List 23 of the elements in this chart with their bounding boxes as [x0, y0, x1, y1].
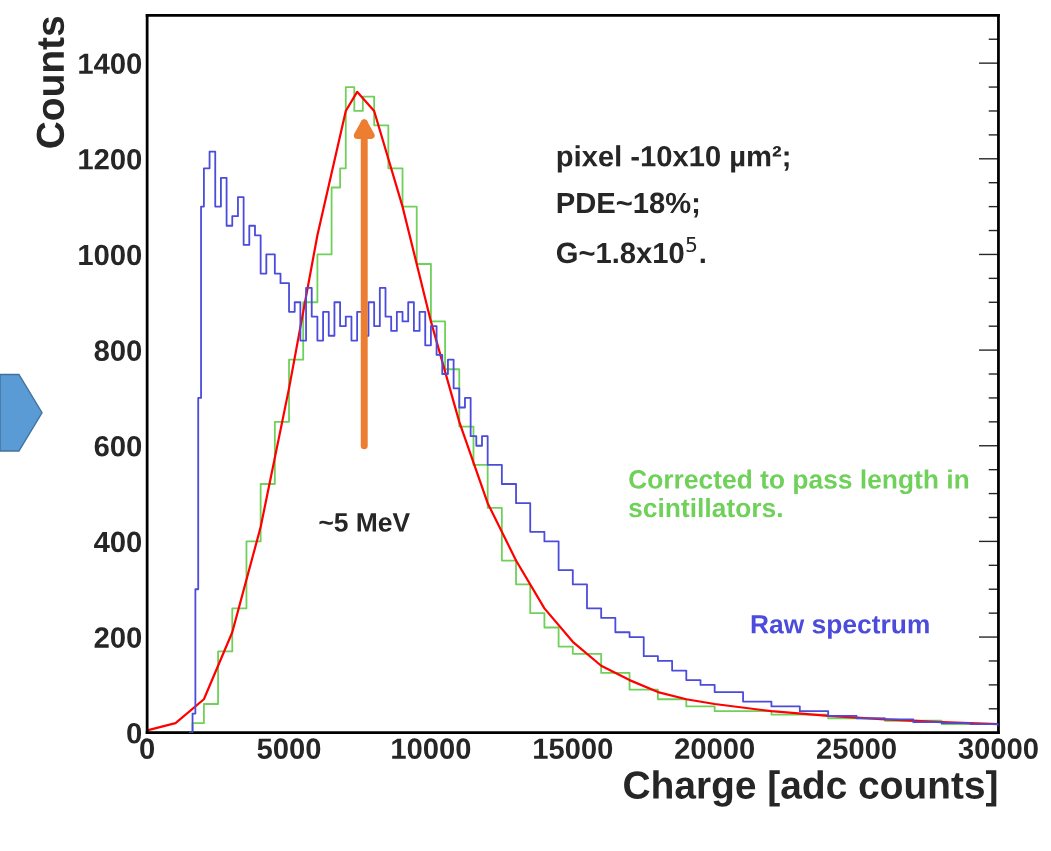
y-axis-title: Counts [36, 16, 65, 148]
annotation: G~1.8x10$^{5}$. [556, 236, 705, 264]
y-tick-label: 400 [94, 531, 142, 553]
annotation: pixel -10x10 µm²; [557, 145, 789, 173]
x-tick-label: 30000 [958, 738, 1038, 760]
annotation: PDE~18%; [557, 192, 699, 218]
x-tick-label: 0 [140, 738, 155, 759]
y-tick-label: 800 [94, 340, 142, 361]
y-tick-label: 200 [94, 627, 142, 648]
y-tick-label: 1400 [79, 53, 142, 74]
text: Raw spectrum [751, 615, 929, 639]
y-tick-label: 1000 [79, 244, 142, 266]
text: Corrected to pass length in scintillators. [629, 469, 969, 518]
annotation: ~5 MeV [319, 513, 410, 532]
x-axis-title: Charge [adc counts] [624, 770, 997, 807]
y-tick-label: 1200 [79, 149, 142, 170]
x-tick-label: 25000 [817, 738, 896, 759]
x-tick-label: 20000 [675, 738, 755, 759]
x-tick-label: 5000 [257, 738, 321, 759]
x-tick-label: 15000 [534, 738, 613, 759]
y-tick-label: 0 [127, 722, 142, 744]
y-tick-label: 600 [94, 435, 142, 457]
x-tick-label: 10000 [392, 738, 471, 759]
